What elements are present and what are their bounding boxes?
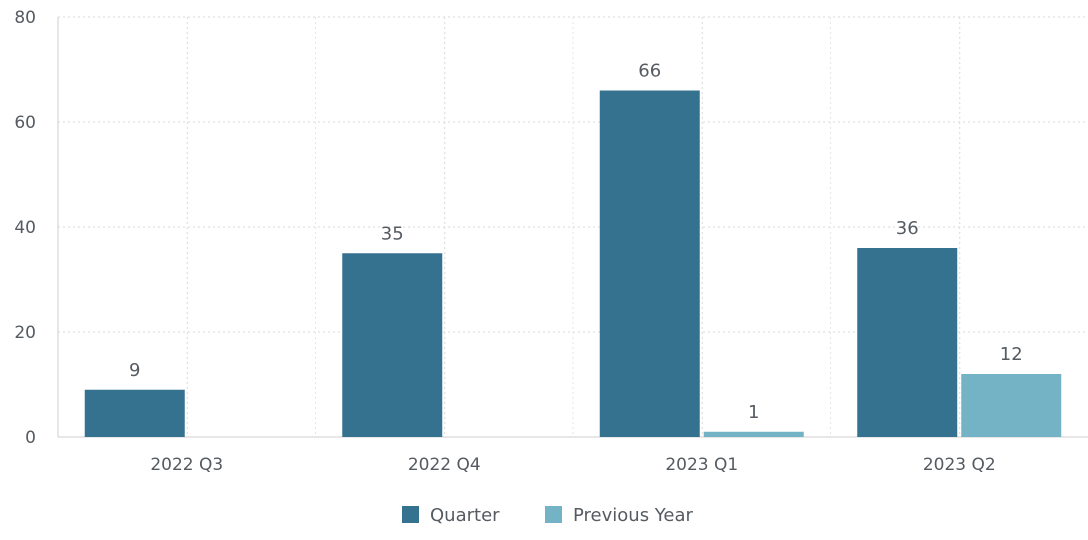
legend: Quarter Previous Year (402, 505, 694, 526)
legend-label[interactable]: Previous Year (573, 505, 694, 526)
data-label: 1 (748, 402, 759, 423)
bar-quarter[interactable] (857, 248, 958, 437)
data-label: 12 (1000, 344, 1023, 365)
axis-layer: 0 20 40 60 80 2022 Q3 2022 Q4 2023 Q1 2023 Q2 (14, 8, 1088, 475)
data-labels-layer: 9 35 66 1 36 12 (129, 61, 1023, 423)
grid-layer (58, 16, 1088, 437)
data-label: 66 (638, 61, 661, 82)
bars-layer (84, 90, 1062, 438)
bar-quarter[interactable] (342, 253, 443, 437)
bar-quarter[interactable] (84, 389, 185, 437)
x-tick-label: 2022 Q4 (408, 455, 481, 475)
legend-swatch[interactable] (545, 506, 562, 523)
bar-previous-year[interactable] (961, 374, 1062, 437)
bar-previous-year[interactable] (703, 431, 804, 437)
x-tick-label: 2023 Q1 (665, 455, 738, 475)
y-tick-label: 20 (14, 323, 36, 343)
y-tick-label: 60 (14, 113, 36, 133)
y-tick-label: 80 (14, 8, 36, 28)
y-tick-label: 0 (25, 428, 36, 448)
x-tick-label: 2022 Q3 (150, 455, 223, 475)
y-tick-label: 40 (14, 218, 36, 238)
data-label: 36 (896, 218, 919, 239)
x-tick-label: 2023 Q2 (923, 455, 996, 475)
bar-quarter[interactable] (599, 90, 700, 438)
data-label: 9 (129, 360, 140, 381)
legend-label[interactable]: Quarter (430, 505, 500, 526)
data-label: 35 (381, 223, 404, 244)
legend-swatch[interactable] (402, 506, 419, 523)
